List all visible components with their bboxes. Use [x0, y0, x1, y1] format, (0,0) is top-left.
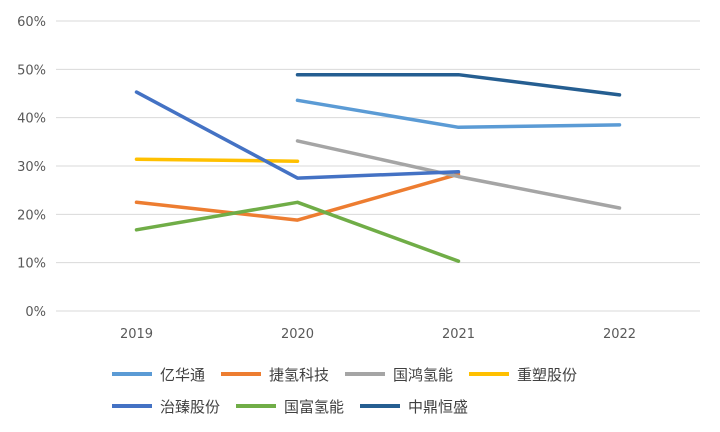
series-line-3: [295, 139, 622, 210]
y-tick-label: 50%: [17, 63, 46, 78]
legend-label: 国鸿氢能: [393, 365, 454, 384]
y-tick-label: 30%: [17, 160, 46, 175]
y-tick-label: 0%: [25, 305, 46, 320]
y-tick-label: 60%: [17, 15, 46, 30]
legend-item-zhizhen: 治臻股份: [112, 396, 220, 417]
y-tick-label: 10%: [17, 257, 46, 272]
legend-swatch: [236, 404, 277, 408]
legend-swatch: [221, 372, 262, 376]
legend-swatch: [469, 372, 510, 376]
series-line-6: [134, 200, 461, 263]
x-tick-label: 2022: [603, 327, 636, 342]
y-tick-label: 40%: [17, 112, 46, 127]
legend-label: 国富氢能: [284, 397, 345, 416]
x-axis-ticks: 2019 2020 2021 2022: [120, 327, 636, 342]
legend-label: 捷氢科技: [269, 365, 330, 384]
x-tick-label: 2019: [120, 327, 153, 342]
legend-label: 中鼎恒盛: [408, 397, 469, 416]
legend-item-zhongding: 中鼎恒盛: [360, 396, 468, 417]
legend-label: 重塑股份: [517, 365, 578, 384]
legend-swatch: [360, 404, 401, 408]
series-line-7: [295, 72, 622, 97]
legend-row-1: 亿华通 捷氢科技 国鸿氢能 重塑股份: [0, 358, 720, 390]
legend-row-2: 治臻股份 国富氢能 中鼎恒盛: [0, 390, 720, 422]
legend-item-yihuatong: 亿华通: [112, 364, 205, 385]
y-axis-ticks: 0% 10% 20% 30% 40% 50% 60%: [17, 15, 46, 320]
legend-label: 亿华通: [160, 365, 206, 384]
series-line-1: [295, 98, 622, 130]
legend-item-guohong: 国鸿氢能: [345, 364, 453, 385]
legend-item-jieqing: 捷氢科技: [221, 364, 329, 385]
series-lines: [134, 72, 622, 263]
series-line-5: [134, 90, 461, 180]
gridlines: [56, 20, 700, 312]
y-tick-label: 20%: [17, 208, 46, 223]
line-chart: 0% 10% 20% 30% 40% 50% 60% 2019 2020 2021 2022: [17, 15, 700, 342]
legend-item-guofu: 国富氢能: [236, 396, 344, 417]
series-line-2: [134, 172, 461, 222]
legend-swatch: [112, 372, 152, 376]
legend: 亿华通 捷氢科技 国鸿氢能 重塑股份 治臻股份 国富氢能 中鼎恒盛: [0, 358, 720, 422]
legend-item-chongsu: 重塑股份: [469, 364, 577, 385]
x-tick-label: 2021: [442, 327, 475, 342]
legend-swatch: [112, 404, 152, 408]
legend-label: 治臻股份: [160, 397, 221, 416]
x-tick-label: 2020: [281, 327, 314, 342]
series-line-4: [134, 157, 300, 163]
legend-swatch: [345, 372, 386, 376]
